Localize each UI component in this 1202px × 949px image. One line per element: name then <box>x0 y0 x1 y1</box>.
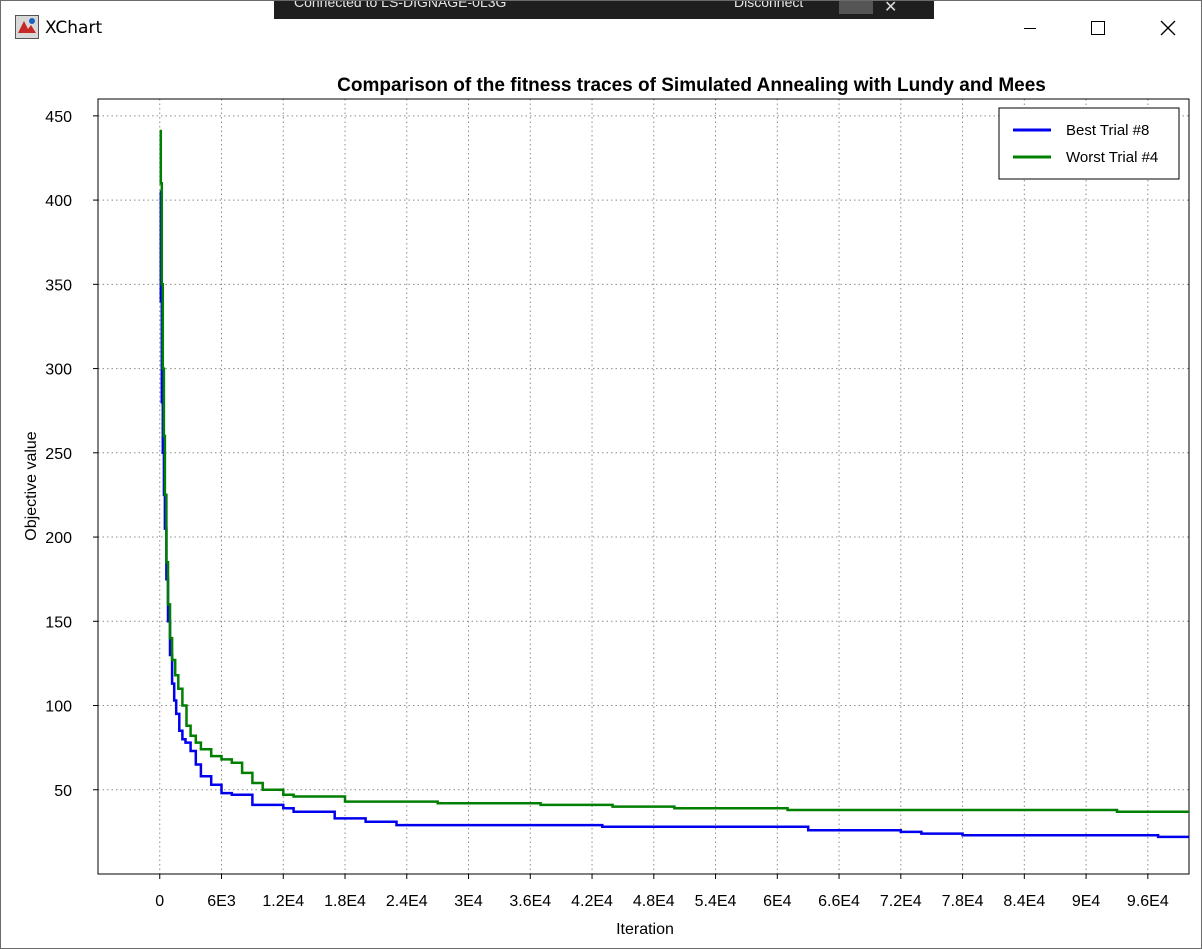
x-tick-label: 6E4 <box>763 893 792 910</box>
y-tick-label: 400 <box>45 193 72 210</box>
x-tick-label: 2.4E4 <box>386 893 428 910</box>
chart-title: Comparison of the fitness traces of Simu… <box>337 75 1046 96</box>
y-tick-label: 50 <box>54 783 72 800</box>
close-icon <box>1160 20 1176 36</box>
minimize-icon <box>1024 28 1036 29</box>
y-tick-label: 300 <box>45 362 72 379</box>
connection-status-text: Connected to LS-DIGNAGE-0L3G <box>294 1 507 10</box>
pin-icon[interactable]: ✕ <box>884 1 898 16</box>
y-tick-label: 250 <box>45 446 72 463</box>
y-axis-label: Objective value <box>23 431 40 540</box>
x-tick-label: 7.2E4 <box>880 893 922 910</box>
close-button[interactable] <box>1133 1 1202 55</box>
minimize-button[interactable] <box>995 1 1065 55</box>
x-tick-label: 7.8E4 <box>942 893 984 910</box>
x-tick-label: 9E4 <box>1072 893 1101 910</box>
legend-label-worst: Worst Trial #4 <box>1066 149 1158 166</box>
y-tick-label: 200 <box>45 530 72 547</box>
x-tick-label: 6E3 <box>207 893 236 910</box>
x-tick-label: 6.6E4 <box>818 893 860 910</box>
maximize-button[interactable] <box>1063 1 1133 55</box>
y-tick-label: 350 <box>45 277 72 294</box>
gear-icon[interactable] <box>839 1 873 14</box>
worst-trial-series-line <box>159 129 1189 813</box>
x-tick-label: 4.8E4 <box>633 893 675 910</box>
y-tick-label: 450 <box>45 109 72 126</box>
y-tick-label: 100 <box>45 699 72 716</box>
x-tick-label: 1.8E4 <box>324 893 366 910</box>
fitness-trace-chart: 0 6E3 1.2E4 1.8E4 2.4E4 3E4 3.6E4 4.2E4 4.8E4 5.4… <box>23 75 1190 938</box>
legend: Best Trial #8 Worst Trial #4 <box>998 107 1180 180</box>
x-tick-label: 9.6E4 <box>1127 893 1169 910</box>
maximize-icon <box>1091 21 1105 35</box>
x-tick-label: 5.4E4 <box>695 893 737 910</box>
x-axis-label: Iteration <box>616 921 674 938</box>
x-tick-label: 3E4 <box>454 893 483 910</box>
window-title: XChart <box>45 18 103 38</box>
y-tick-label: 150 <box>45 614 72 631</box>
x-tick-label: 1.2E4 <box>262 893 304 910</box>
disconnect-button[interactable]: Disconnect <box>734 1 804 10</box>
java-app-icon <box>15 15 39 39</box>
x-tick-label: 0 <box>155 893 164 910</box>
legend-box <box>998 107 1180 180</box>
legend-label-best: Best Trial #8 <box>1066 122 1149 139</box>
remote-connection-bar[interactable]: Connected to LS-DIGNAGE-0L3G Disconnect … <box>274 1 934 19</box>
plot-area <box>98 99 1189 874</box>
plot-frame <box>97 98 1190 875</box>
x-tick-label: 8.4E4 <box>1003 893 1045 910</box>
x-tick-label: 3.6E4 <box>509 893 551 910</box>
x-tick-label: 4.2E4 <box>571 893 613 910</box>
